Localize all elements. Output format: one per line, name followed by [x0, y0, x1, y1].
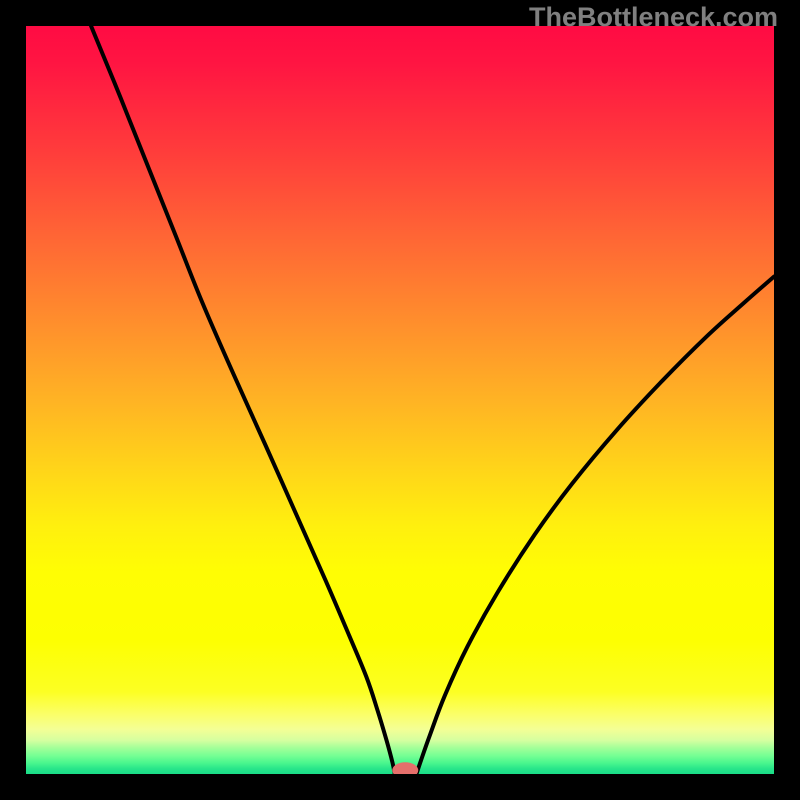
chart-container: TheBottleneck.com	[0, 0, 800, 800]
plot-area	[26, 26, 774, 774]
minimum-marker	[392, 762, 418, 774]
bottleneck-curve-right	[416, 277, 774, 774]
bottleneck-curve-left	[91, 26, 395, 774]
watermark-text: TheBottleneck.com	[529, 2, 778, 33]
curve-layer	[26, 26, 774, 774]
